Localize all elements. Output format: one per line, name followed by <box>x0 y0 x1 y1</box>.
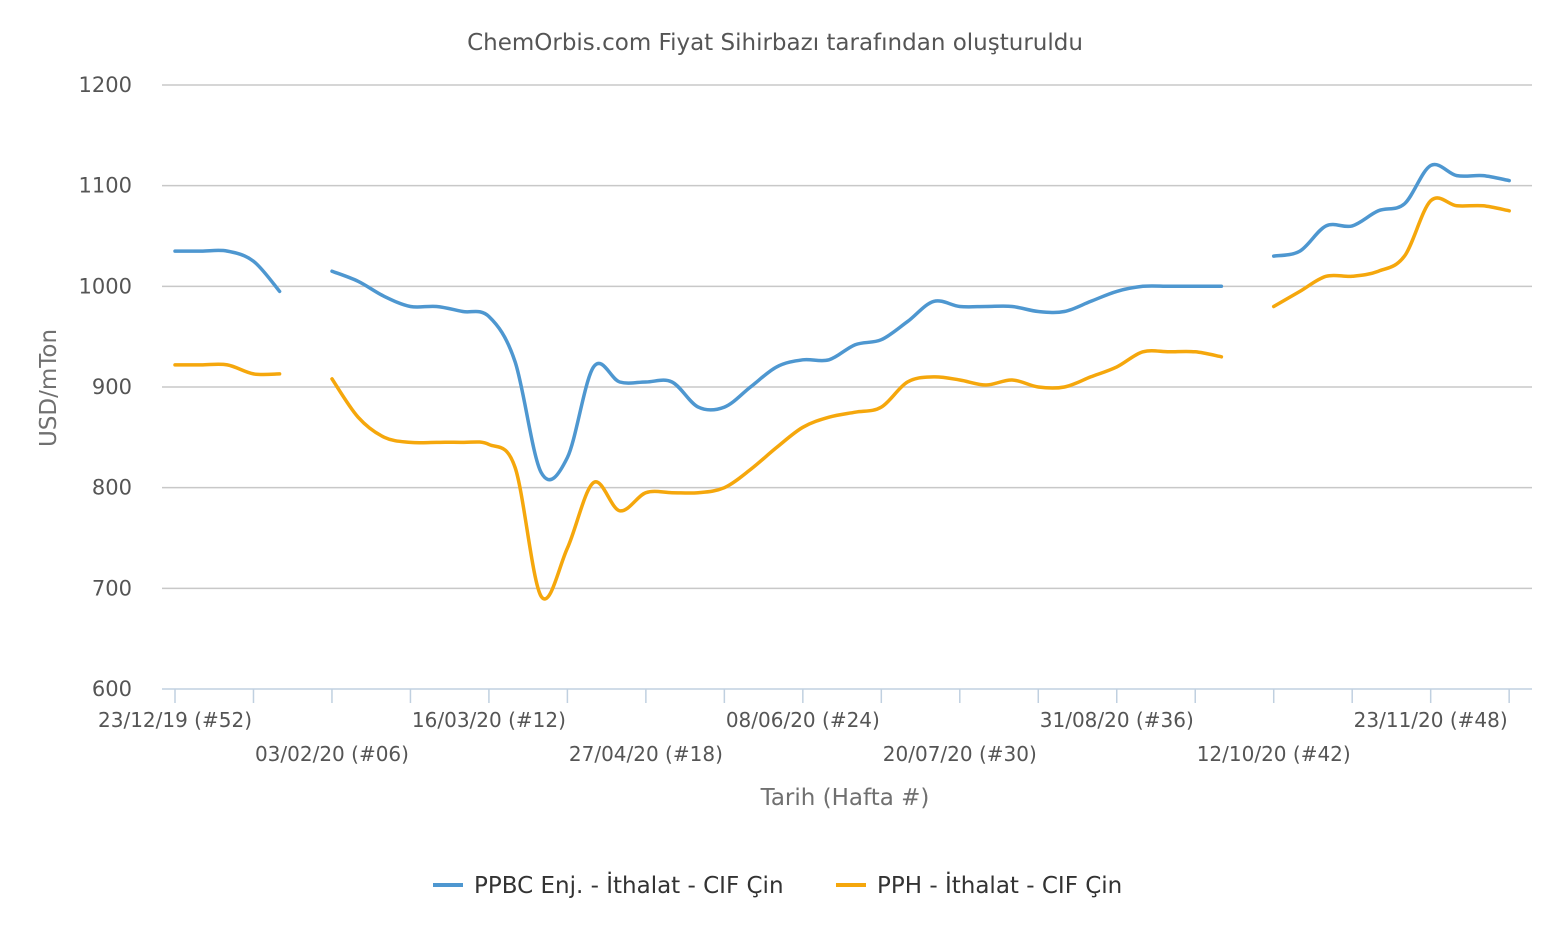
legend-label-0: PPBC Enj. - İthalat - CIF Çin <box>474 871 784 899</box>
y-tick-label: 700 <box>92 576 132 600</box>
x-tick-label: 20/07/20 (#30) <box>883 742 1037 766</box>
x-axis-label: Tarih (Hafta #) <box>760 785 930 811</box>
series-0-segment-2 <box>1271 162 1511 258</box>
legend: PPBC Enj. - İthalat - CIF Çin PPH - İthal… <box>433 871 1122 899</box>
y-tick-label: 600 <box>92 677 132 701</box>
x-tick-label: 03/02/20 (#06) <box>255 742 409 766</box>
y-tick-label: 900 <box>92 375 132 399</box>
y-tick-label: 1000 <box>79 274 132 298</box>
y-tick-label: 1200 <box>79 73 132 97</box>
series-1-segment-2 <box>1271 196 1511 309</box>
y-tick-label: 1100 <box>79 174 132 198</box>
x-tick-label: 23/12/19 (#52) <box>98 708 252 732</box>
series-1-segment-0 <box>173 362 282 377</box>
y-axis-ticks: 600 700 800 900 1000 1100 1200 <box>79 73 132 701</box>
x-axis-ticks: 23/12/19 (#52)03/02/20 (#06)16/03/20 (#1… <box>98 689 1510 766</box>
series-0-segment-1 <box>330 269 1224 482</box>
series-lines <box>173 162 1511 601</box>
y-axis-label: USD/mTon <box>36 329 62 447</box>
gridlines <box>162 84 1532 590</box>
x-tick-label: 16/03/20 (#12) <box>412 708 566 732</box>
x-tick-label: 12/10/20 (#42) <box>1197 742 1351 766</box>
chart-title: ChemOrbis.com Fiyat Sihirbazı tarafından… <box>467 30 1083 56</box>
x-tick-label: 08/06/20 (#24) <box>726 708 880 732</box>
x-tick-label: 31/08/20 (#36) <box>1040 708 1194 732</box>
y-tick-label: 800 <box>92 476 132 500</box>
legend-label-1: PPH - İthalat - CIF Çin <box>877 871 1122 899</box>
series-1-segment-1 <box>330 348 1224 601</box>
x-tick-label: 27/04/20 (#18) <box>569 742 723 766</box>
x-tick-label: 23/11/20 (#48) <box>1354 708 1508 732</box>
series-0-segment-0 <box>173 248 282 294</box>
